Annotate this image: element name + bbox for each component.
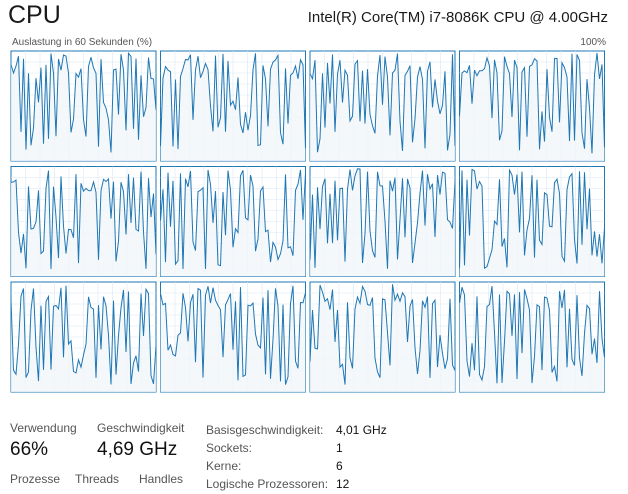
info-row-base-speed: Basisgeschwindigkeit: 4,01 GHz <box>206 421 387 439</box>
usage-line <box>459 286 605 384</box>
usage-line <box>10 285 157 385</box>
core-graph <box>10 166 157 277</box>
usage-area <box>160 285 306 392</box>
processes-label: Prozesse <box>10 472 61 486</box>
info-label: Logische Prozessoren: <box>206 477 329 491</box>
info-value: 4,01 GHz <box>336 423 387 437</box>
info-row-logical-processors: Logische Prozessoren: 12 <box>206 475 387 493</box>
usage-value: 66% <box>10 439 49 460</box>
core-graph <box>10 281 157 393</box>
usage-line <box>160 53 306 150</box>
core-graph <box>309 50 456 162</box>
info-value: 6 <box>336 459 343 473</box>
threads-label: Threads <box>75 472 120 486</box>
core-graph <box>309 166 456 277</box>
speed-label: Geschwindigkeit <box>97 421 185 435</box>
usage-line <box>459 168 605 269</box>
info-value: 1 <box>336 441 343 455</box>
core-graph <box>459 50 605 162</box>
speed-stat: Geschwindigkeit 4,69 GHz <box>97 421 184 461</box>
info-label: Kerne: <box>206 459 242 473</box>
usage-area <box>310 53 455 161</box>
usage-line <box>309 53 456 153</box>
usage-area <box>459 169 605 277</box>
usage-area <box>11 170 156 277</box>
usage-area <box>160 53 306 161</box>
info-value: 12 <box>336 477 350 491</box>
usage-line <box>160 285 306 385</box>
page-title: CPU <box>8 1 61 29</box>
speed-value: 4,69 GHz <box>97 439 178 460</box>
usage-area <box>11 285 156 392</box>
core-graph <box>160 166 306 277</box>
usage-line <box>309 284 456 385</box>
usage-line <box>459 52 605 154</box>
usage-line <box>309 168 456 269</box>
cpu-model-name: Intel(R) Core(TM) i7-8086K CPU @ 4.00GHz <box>307 9 608 26</box>
usage-area <box>310 168 455 277</box>
core-graph <box>10 50 157 162</box>
core-graph <box>309 281 456 393</box>
info-label: Sockets: <box>206 441 253 455</box>
graph-axis-label: Auslastung in 60 Sekunden (%) <box>12 37 153 48</box>
core-graph <box>160 50 306 162</box>
usage-line <box>10 170 157 270</box>
usage-label: Verwendung <box>10 421 77 435</box>
handles-label: Handles <box>139 472 184 486</box>
usage-line <box>10 51 157 153</box>
core-graph <box>160 281 306 393</box>
cpu-info-table: Basisgeschwindigkeit: 4,01 GHz Sockets: … <box>206 421 387 493</box>
info-row-sockets: Sockets: 1 <box>206 439 387 457</box>
info-label: Basisgeschwindigkeit: <box>206 423 324 437</box>
usage-line <box>160 169 306 270</box>
graph-axis-max: 100% <box>580 37 606 48</box>
usage-area <box>11 53 156 161</box>
info-row-cores: Kerne: 6 <box>206 457 387 475</box>
core-graph <box>459 281 605 393</box>
usage-area <box>459 53 605 161</box>
usage-stat: Verwendung 66% <box>10 421 77 461</box>
core-graph <box>459 166 605 277</box>
